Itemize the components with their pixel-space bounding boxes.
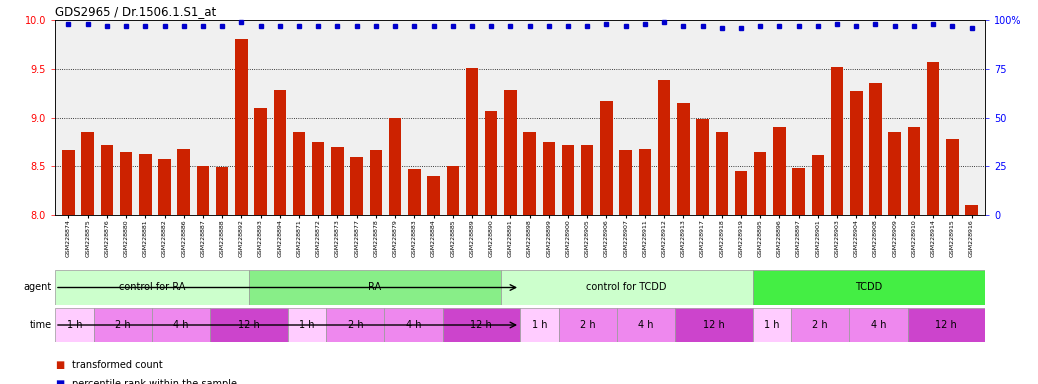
Bar [210, 308, 288, 342]
Text: time: time [30, 320, 52, 330]
Bar [326, 308, 384, 342]
Bar [889, 132, 901, 215]
Bar [965, 205, 978, 215]
Bar [504, 90, 517, 215]
Text: transformed count: transformed count [72, 360, 162, 370]
Bar [466, 68, 479, 215]
Bar [442, 308, 520, 342]
Text: 2 h: 2 h [115, 320, 131, 330]
Bar [177, 149, 190, 215]
Bar [617, 308, 675, 342]
Bar [927, 62, 939, 215]
Bar [830, 67, 843, 215]
Bar [677, 103, 689, 215]
Text: 4 h: 4 h [406, 320, 421, 330]
Text: RA: RA [368, 283, 381, 293]
Bar [791, 308, 849, 342]
Bar [62, 150, 75, 215]
Bar [485, 111, 497, 215]
Bar [907, 308, 985, 342]
Bar [792, 168, 804, 215]
Text: 1 h: 1 h [66, 320, 82, 330]
Text: 12 h: 12 h [470, 320, 492, 330]
Bar [254, 108, 267, 215]
Bar [500, 270, 753, 305]
Bar [216, 167, 228, 215]
Text: ■: ■ [55, 360, 64, 370]
Bar [288, 308, 326, 342]
Bar [696, 119, 709, 215]
Text: 12 h: 12 h [935, 320, 957, 330]
Bar [197, 166, 210, 215]
Text: control for TCDD: control for TCDD [586, 283, 666, 293]
Bar [101, 145, 113, 215]
Bar [274, 90, 286, 215]
Bar [946, 139, 958, 215]
Bar [850, 91, 863, 215]
Bar [351, 157, 363, 215]
Bar [907, 127, 920, 215]
Bar [428, 176, 440, 215]
Bar [312, 142, 325, 215]
Text: 2 h: 2 h [348, 320, 363, 330]
Bar [543, 142, 555, 215]
Text: GDS2965 / Dr.1506.1.S1_at: GDS2965 / Dr.1506.1.S1_at [55, 5, 216, 18]
Bar [581, 145, 594, 215]
Text: 1 h: 1 h [764, 320, 780, 330]
Text: TCDD: TCDD [855, 283, 882, 293]
Bar [331, 147, 344, 215]
Bar [158, 159, 171, 215]
Bar [735, 171, 747, 215]
Text: 4 h: 4 h [173, 320, 189, 330]
Bar [638, 149, 651, 215]
Bar [523, 132, 536, 215]
Bar [81, 132, 93, 215]
Text: 1 h: 1 h [299, 320, 315, 330]
Bar [753, 270, 985, 305]
Bar [812, 154, 824, 215]
Text: 2 h: 2 h [813, 320, 828, 330]
Bar [55, 308, 93, 342]
Text: 1 h: 1 h [531, 320, 547, 330]
Bar [562, 145, 574, 215]
Bar [753, 308, 791, 342]
Text: 4 h: 4 h [638, 320, 654, 330]
Bar [55, 270, 249, 305]
Bar [658, 81, 671, 215]
Bar [370, 150, 382, 215]
Text: control for RA: control for RA [118, 283, 185, 293]
Bar [139, 154, 152, 215]
Bar [849, 308, 907, 342]
Bar [384, 308, 442, 342]
Bar [119, 152, 132, 215]
Bar [293, 132, 305, 215]
Text: 2 h: 2 h [580, 320, 596, 330]
Text: 12 h: 12 h [238, 320, 260, 330]
Bar [869, 83, 881, 215]
Bar [249, 270, 500, 305]
Bar [558, 308, 617, 342]
Bar [446, 166, 459, 215]
Bar [675, 308, 753, 342]
Bar [152, 308, 210, 342]
Bar [93, 308, 152, 342]
Bar [520, 308, 558, 342]
Bar [600, 101, 612, 215]
Text: percentile rank within the sample: percentile rank within the sample [72, 379, 237, 384]
Text: 12 h: 12 h [703, 320, 725, 330]
Text: 4 h: 4 h [871, 320, 886, 330]
Bar [620, 150, 632, 215]
Bar [773, 127, 786, 215]
Bar [408, 169, 420, 215]
Bar [389, 118, 402, 215]
Bar [236, 40, 248, 215]
Bar [715, 132, 728, 215]
Text: ■: ■ [55, 379, 64, 384]
Bar [754, 152, 766, 215]
Text: agent: agent [24, 283, 52, 293]
